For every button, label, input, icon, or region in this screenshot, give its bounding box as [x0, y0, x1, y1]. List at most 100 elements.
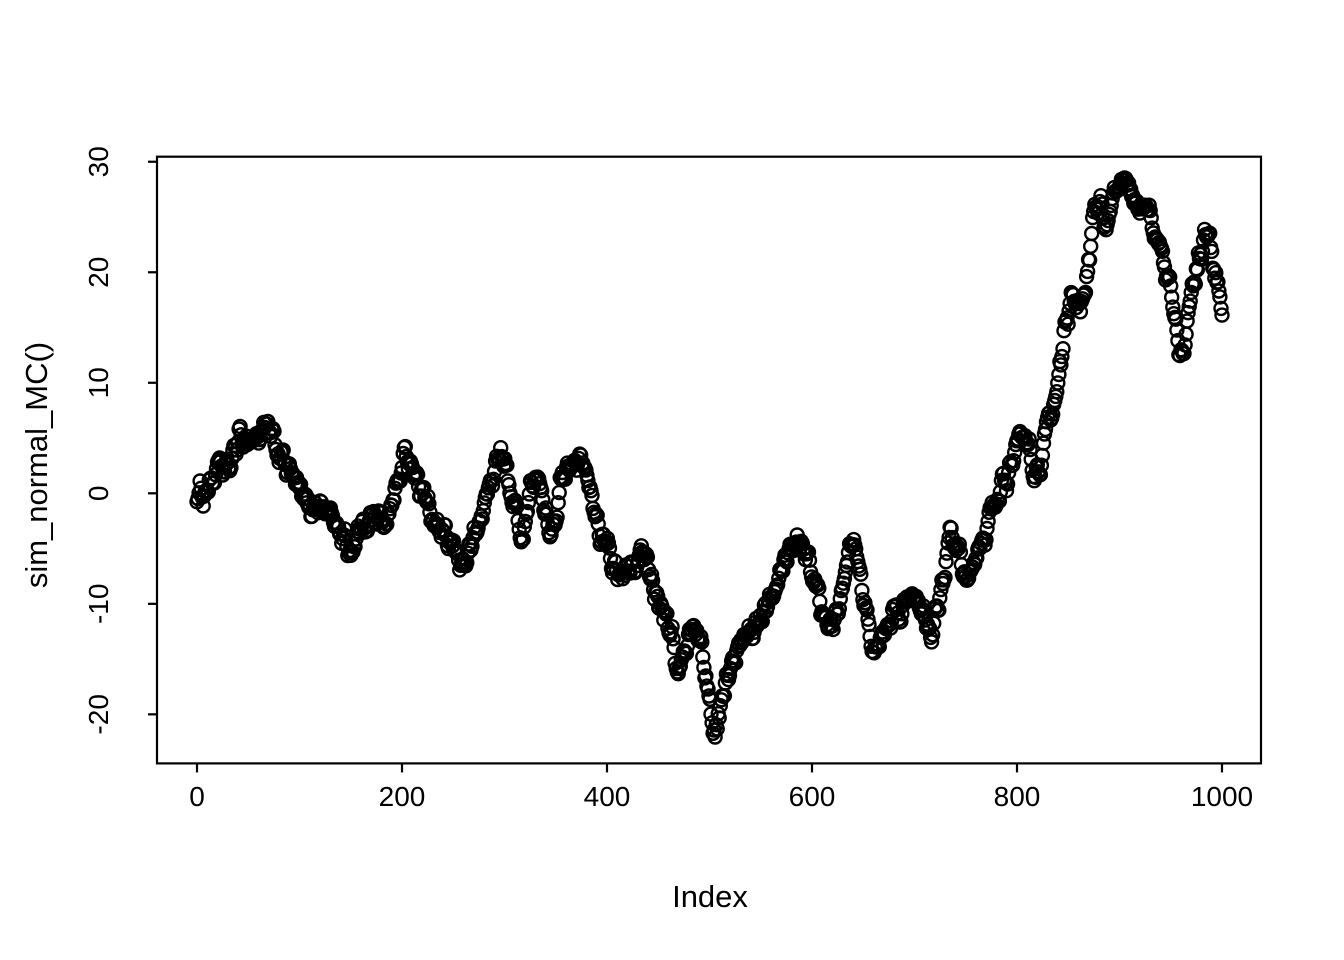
data-point: [967, 556, 983, 573]
data-point: [379, 516, 395, 532]
data-point: [926, 615, 942, 631]
x-tick-label: 1000: [1191, 781, 1253, 812]
data-point: [853, 566, 869, 582]
y-tick-label: 30: [83, 146, 114, 177]
data-point: [1203, 243, 1220, 260]
data-point: [1210, 274, 1226, 290]
data-point: [859, 602, 875, 618]
plot-border: [155, 155, 1263, 765]
data-point: [1161, 269, 1178, 285]
data-point: [1055, 341, 1071, 357]
data-point: [693, 628, 709, 645]
data-point: [1022, 441, 1038, 458]
data-point: [1211, 283, 1227, 299]
data-point: [1054, 348, 1070, 365]
data-point: [206, 475, 223, 491]
data-point: [1208, 265, 1224, 281]
data-point: [1006, 453, 1022, 469]
data-point: [1214, 307, 1230, 323]
data-point: [485, 471, 502, 487]
data-point: [589, 507, 605, 523]
data-point: [1182, 293, 1198, 309]
data-point: [837, 564, 854, 580]
data-point: [1176, 345, 1192, 362]
data-point: [1032, 467, 1049, 483]
data-point: [1142, 202, 1158, 219]
data-point: [665, 631, 681, 647]
data-point: [474, 511, 490, 527]
data-point: [1162, 278, 1179, 294]
data-point: [520, 494, 537, 511]
y-axis: -20 -10 0 10 20 30: [83, 146, 157, 735]
data-point: [519, 503, 536, 520]
data-point: [534, 483, 550, 499]
data-point: [977, 537, 993, 553]
x-tick-label: 0: [189, 781, 205, 812]
data-point: [1077, 284, 1094, 301]
y-tick-label: 20: [83, 257, 114, 288]
data-point: [1177, 337, 1193, 353]
data-point: [672, 658, 688, 674]
x-tick-label: 600: [789, 781, 836, 812]
data-point: [1083, 225, 1100, 242]
data-point: [1183, 284, 1199, 301]
data-point: [476, 495, 492, 511]
data-point: [800, 544, 817, 560]
data-point: [717, 675, 734, 691]
data-point: [580, 472, 596, 489]
data-point: [998, 483, 1015, 499]
data-point: [979, 520, 995, 537]
data-point: [678, 645, 695, 662]
data-point: [1017, 428, 1033, 444]
data-point: [1179, 313, 1195, 329]
data-point: [696, 659, 712, 676]
data-point: [1100, 212, 1116, 229]
data-point: [925, 627, 941, 643]
data-point: [943, 520, 959, 536]
x-tick-label: 400: [584, 781, 631, 812]
x-tick-label: 200: [379, 781, 426, 812]
y-tick-label: 0: [83, 486, 114, 502]
data-point: [831, 601, 847, 617]
data-point: [709, 721, 725, 737]
data-point: [347, 539, 363, 555]
data-point: [1050, 375, 1066, 391]
data-point: [1212, 289, 1228, 305]
y-tick-label: -20: [83, 694, 114, 734]
data-point: [770, 577, 786, 593]
data-point: [1143, 210, 1159, 226]
data-point: [1181, 298, 1197, 315]
data-point: [195, 498, 211, 514]
data-point: [999, 476, 1016, 492]
data-point: [951, 536, 967, 552]
data-point: [397, 438, 413, 455]
data-point: [223, 460, 239, 476]
data-point: [1154, 243, 1171, 260]
data-point: [923, 634, 940, 650]
data-point: [700, 681, 716, 697]
data-point: [825, 621, 841, 638]
data-point: [991, 493, 1008, 509]
data-point: [1033, 457, 1050, 473]
data-point: [1082, 238, 1099, 255]
data-point: [1213, 300, 1229, 317]
data-point: [1049, 384, 1065, 400]
data-point: [1059, 310, 1075, 326]
data-point: [484, 478, 501, 494]
data-point: [437, 517, 453, 533]
data-point: [694, 634, 710, 650]
data-point: [538, 500, 554, 516]
data-point: [937, 569, 953, 586]
data-point: [1021, 431, 1037, 447]
data-point: [419, 494, 435, 510]
data-point: [535, 492, 551, 508]
data-point: [1168, 311, 1184, 327]
data-point: [932, 590, 948, 606]
data-point: [421, 496, 437, 512]
data-point: [1201, 225, 1218, 241]
data-point: [1193, 251, 1210, 267]
data-point: [601, 540, 618, 556]
data-point: [969, 550, 985, 566]
